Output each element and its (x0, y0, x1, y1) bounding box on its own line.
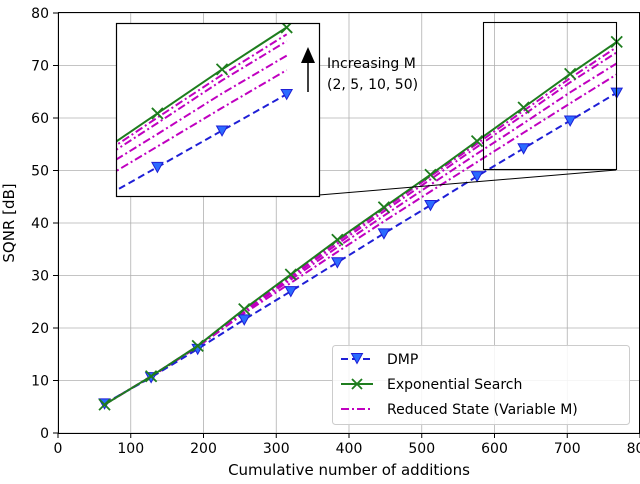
inset-point-triangle (215, 125, 229, 137)
y-tick-label: 30 (31, 269, 49, 285)
inset-zoom-panel (87, 22, 321, 209)
legend-entry-dmp: DMP (341, 352, 418, 368)
y-axis-label: SQNR [dB] (0, 183, 18, 262)
y-tick-label: 20 (31, 321, 49, 337)
annotation-m-values: (2, 5, 10, 50) (327, 77, 418, 93)
inset-series-line (117, 40, 288, 151)
inset-point-x (280, 24, 293, 34)
main-series-line (104, 41, 618, 406)
zoom-connector-line (318, 169, 617, 196)
main-point-triangle (424, 199, 437, 212)
main-point-triangle (563, 115, 577, 127)
main-point-triangle (377, 228, 391, 240)
main-point-x (470, 134, 484, 148)
zoom-region-box (482, 21, 618, 171)
inset-series-line (117, 26, 288, 143)
inset-series-line (117, 93, 288, 192)
annotation-increasing-m: Increasing M (327, 56, 416, 72)
inset-frame (115, 22, 321, 198)
y-tick-label: 80 (31, 6, 49, 22)
y-tick-label: 60 (31, 111, 49, 127)
main-point-triangle (470, 171, 484, 183)
main-point-x (191, 339, 204, 352)
main-point-triangle (284, 286, 298, 298)
y-tick-label: 10 (31, 374, 49, 390)
main-point-x (144, 370, 158, 383)
x-tick-label: 800 (627, 441, 640, 457)
inset-point-triangle (151, 161, 164, 174)
main-point-x (517, 101, 530, 114)
y-tick-label: 70 (31, 59, 49, 75)
x-tick-label: 400 (336, 441, 363, 457)
legend-box (332, 345, 630, 425)
x-tick-label: 600 (481, 441, 508, 457)
main-point-triangle (237, 314, 251, 326)
legend-label-reduced-state: Reduced State (Variable M) (387, 402, 578, 418)
main-point-x (331, 233, 344, 246)
y-tick-label: 0 (40, 426, 49, 442)
inset-plot-area (87, 24, 294, 209)
legend: DMP Exponential Search Reduced State (Va… (332, 345, 630, 425)
inset-point-x (151, 107, 164, 120)
x-tick-label: 0 (54, 441, 63, 457)
y-tick-label: 50 (31, 164, 49, 180)
y-axis: 0 10 20 30 40 50 60 70 80 (31, 6, 58, 442)
legend-entry-exponential-search: Exponential Search (341, 377, 522, 393)
increasing-m-arrow (301, 47, 315, 92)
y-tick-label: 40 (31, 216, 49, 232)
main-series-line (104, 91, 618, 405)
main-point-x (564, 67, 577, 81)
x-axis: 0 100 200 300 400 500 600 700 800 (54, 433, 640, 457)
inset-series-line (117, 33, 288, 146)
x-marker-icon (351, 378, 363, 390)
main-point-x (424, 168, 437, 181)
inset-point-x (215, 63, 229, 76)
x-tick-label: 500 (408, 441, 435, 457)
inset-series-line (117, 69, 288, 172)
legend-entry-reduced-state: Reduced State (Variable M) (341, 402, 578, 418)
legend-label-exponential-search: Exponential Search (387, 377, 522, 393)
legend-label-dmp: DMP (387, 352, 418, 368)
main-point-x (284, 268, 297, 281)
triangle-down-icon (350, 353, 364, 365)
main-point-x (377, 201, 391, 214)
inset-point-x (87, 152, 98, 163)
plot-area (98, 35, 624, 411)
x-tick-label: 200 (190, 441, 217, 457)
x-tick-label: 100 (117, 441, 144, 457)
x-axis-label: Cumulative number of additions (228, 461, 470, 479)
x-tick-label: 700 (554, 441, 581, 457)
inset-point-triangle (87, 199, 98, 209)
main-point-x (98, 398, 111, 411)
main-point-triangle (331, 257, 344, 269)
main-point-triangle (517, 143, 530, 155)
x-tick-label: 300 (263, 441, 290, 457)
main-point-x (238, 302, 251, 316)
inset-point-triangle (280, 89, 294, 101)
